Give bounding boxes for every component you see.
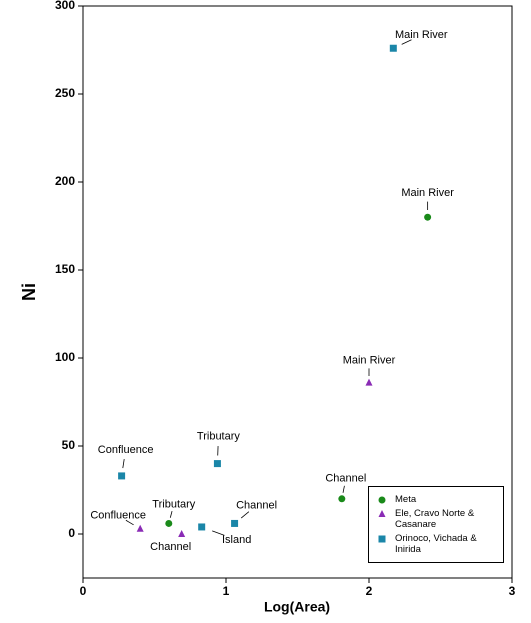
point	[389, 44, 397, 52]
legend-item: Ele, Cravo Norte & Casanare	[369, 508, 499, 530]
leader-line	[240, 511, 250, 519]
point-label: Tributary	[152, 498, 195, 510]
point-label: Channel	[150, 541, 191, 553]
point	[213, 460, 221, 468]
point-label: Tributary	[197, 431, 240, 443]
legend-item: Orinoco, Vichada & Inirida	[369, 533, 499, 555]
point	[424, 213, 432, 221]
x-axis-label: Log(Area)	[264, 599, 330, 615]
point-label: Channel	[236, 499, 277, 511]
x-tick-label: 0	[80, 584, 87, 598]
y-tick-label: 50	[62, 438, 76, 452]
legend-label: Ele, Cravo Norte & Casanare	[395, 508, 475, 530]
y-tick-label: 250	[55, 86, 75, 100]
y-tick-label: 300	[55, 0, 75, 12]
leader-line	[401, 39, 412, 45]
y-axis-label: Ni	[19, 283, 39, 301]
plot-frame	[82, 5, 513, 579]
legend-label: Meta	[395, 494, 417, 505]
y-tick-label: 0	[68, 526, 75, 540]
leader-line	[122, 458, 125, 469]
point	[338, 495, 346, 503]
y-tick-label: 100	[55, 350, 75, 364]
leader-line	[125, 519, 134, 526]
legend-symbol	[369, 508, 395, 519]
point-label: Confluence	[98, 444, 154, 456]
point-label: Channel	[325, 473, 366, 485]
legend-symbol	[369, 533, 395, 544]
point-label: Confluence	[90, 510, 146, 522]
point-label: Main River	[395, 29, 448, 41]
point	[198, 523, 206, 531]
x-tick-label: 2	[366, 584, 373, 598]
point-label: Main River	[401, 187, 454, 199]
point	[165, 519, 173, 527]
point	[365, 378, 373, 386]
leader-line	[169, 510, 173, 518]
point-label: Island	[222, 534, 251, 546]
point	[231, 519, 239, 527]
y-tick-label: 200	[55, 174, 75, 188]
legend: Meta Ele, Cravo Norte & Casanare Orinoco, …	[368, 486, 504, 563]
legend-item: Meta	[369, 494, 499, 505]
point-label: Main River	[343, 355, 396, 367]
x-tick-label: 3	[509, 584, 516, 598]
y-tick-label: 150	[55, 262, 75, 276]
legend-label: Orinoco, Vichada & Inirida	[395, 533, 477, 555]
leader-line	[212, 530, 225, 536]
point	[136, 524, 144, 532]
legend-symbol	[369, 494, 395, 505]
point	[178, 530, 186, 537]
point	[118, 472, 126, 480]
leader-line	[342, 485, 345, 493]
x-tick-label: 1	[223, 584, 230, 598]
